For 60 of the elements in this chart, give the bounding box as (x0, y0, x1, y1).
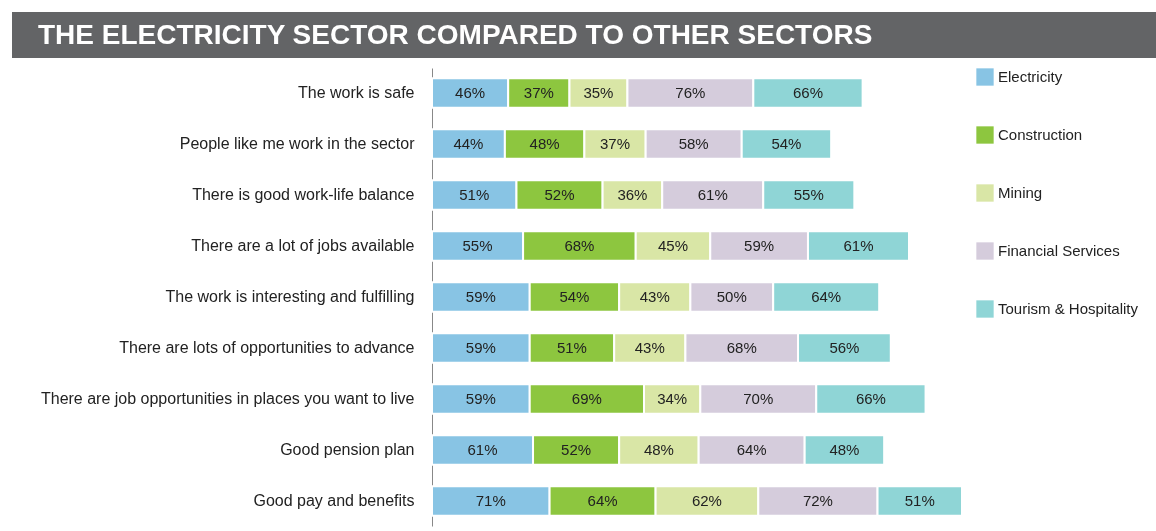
data-label: 46% (455, 83, 486, 101)
data-label: 59% (465, 339, 496, 356)
data-label: 64% (587, 492, 618, 510)
data-label: 64% (736, 441, 767, 459)
y-tick-label: There are a lot of jobs available (191, 237, 415, 254)
y-tick-label: People like me work in the sector (179, 134, 416, 152)
data-label: 70% (743, 390, 774, 407)
y-tick-label: The work is interesting and fulfilling (165, 288, 415, 305)
data-label: 54% (559, 288, 590, 305)
data-label: 35% (583, 83, 614, 101)
legend-label: Financial Services (998, 242, 1120, 259)
data-label: 44% (453, 134, 484, 152)
data-label: 48% (643, 441, 674, 459)
data-label: 68% (564, 237, 595, 254)
data-label: 43% (639, 288, 670, 305)
data-label: 51% (904, 492, 935, 510)
data-label: 37% (600, 134, 631, 152)
data-label: 50% (716, 288, 747, 305)
data-label: 37% (523, 83, 554, 101)
data-label: 52% (561, 441, 592, 459)
data-label: 66% (855, 390, 886, 407)
data-label: 56% (829, 339, 860, 356)
data-label: 55% (793, 186, 824, 203)
y-tick-label: There are job opportunities in places you want to live (40, 390, 415, 407)
data-label: 59% (744, 237, 775, 254)
data-label: 61% (467, 441, 498, 459)
data-label: 62% (691, 492, 722, 510)
data-label: 43% (634, 339, 665, 356)
data-label: 45% (657, 237, 688, 254)
data-label: 54% (771, 134, 802, 152)
data-label: 69% (571, 390, 602, 407)
data-label: 48% (529, 134, 560, 152)
data-label: 61% (843, 237, 874, 254)
data-label: 64% (811, 288, 842, 305)
legend-label: Electricity (998, 68, 1063, 85)
data-label: 55% (462, 237, 493, 254)
y-tick-label: There is good work-life balance (192, 186, 415, 203)
chart-title: THE ELECTRICITY SECTOR COMPARED TO OTHER SECTORS (12, 12, 1156, 58)
y-tick-label: Good pay and benefits (253, 492, 415, 510)
data-label: 68% (726, 339, 757, 356)
data-label: 36% (617, 186, 648, 203)
legend-label: Mining (998, 184, 1043, 201)
data-label: 52% (544, 186, 575, 203)
data-label: 59% (465, 390, 496, 407)
legend-label: Tourism & Hospitality (998, 300, 1139, 317)
y-tick-label: There are lots of opportunities to advance (119, 339, 415, 356)
data-label: 59% (465, 288, 496, 305)
y-tick-label: Good pension plan (280, 441, 415, 459)
data-label: 61% (697, 186, 728, 203)
data-label: 76% (675, 83, 706, 101)
data-label: 48% (829, 441, 860, 459)
data-label: 58% (678, 134, 709, 152)
legend-label: Construction (998, 126, 1083, 143)
data-label: 51% (556, 339, 587, 356)
y-tick-label: The work is safe (298, 83, 415, 101)
data-label: 51% (459, 186, 490, 203)
data-label: 34% (657, 390, 688, 407)
data-label: 72% (802, 492, 833, 510)
data-label: 71% (475, 492, 506, 510)
data-label: 66% (792, 83, 823, 101)
